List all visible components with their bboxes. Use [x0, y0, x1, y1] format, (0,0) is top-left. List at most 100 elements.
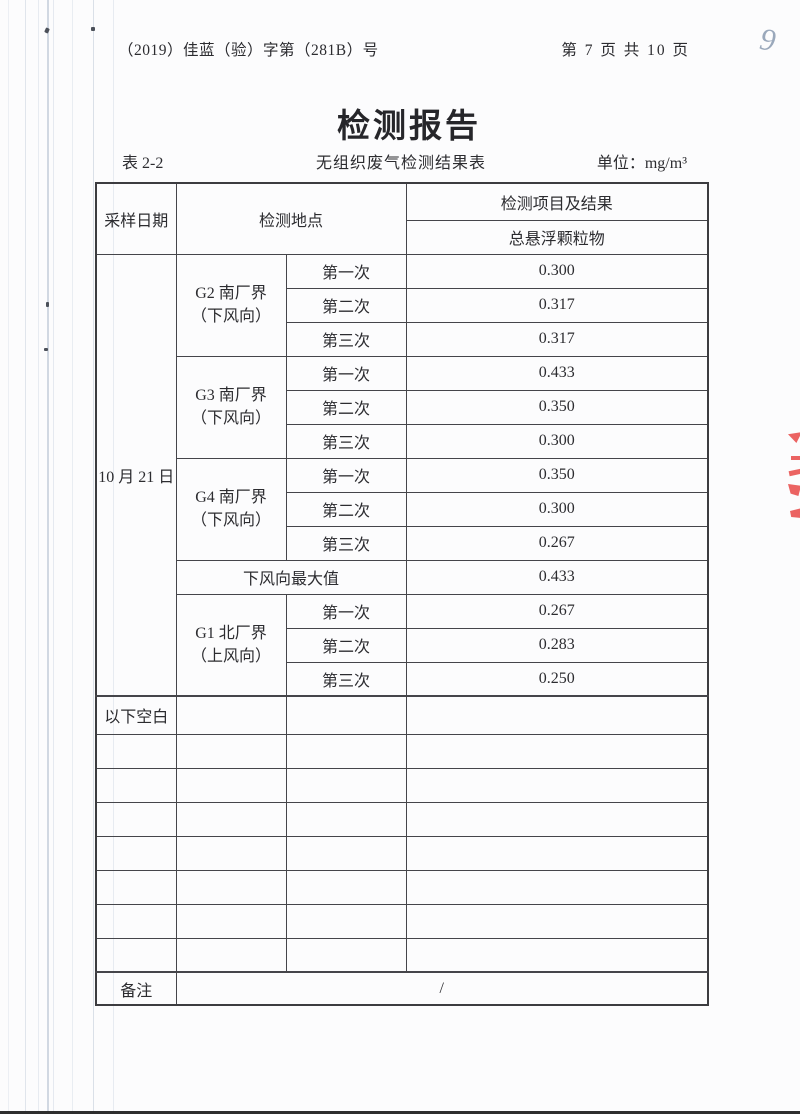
value-cell: 0.300	[405, 423, 709, 459]
value-cell: 0.317	[405, 321, 709, 357]
scan-speck	[44, 348, 48, 351]
scan-speck	[91, 27, 95, 31]
value-cell: 0.350	[405, 457, 709, 493]
empty-cell	[405, 695, 709, 735]
empty-cell	[175, 767, 287, 803]
unit-label: 单位：mg/m³	[596, 155, 687, 172]
max-label-cell: 下风向最大值	[175, 559, 407, 595]
stamp-mark	[788, 432, 800, 443]
handwritten-page-number: 9	[757, 21, 779, 59]
paper-edge-streak	[93, 0, 94, 1114]
empty-cell	[95, 869, 177, 905]
value-cell: 0.267	[405, 525, 709, 561]
table-title: 无组织废气检测结果表	[315, 155, 486, 172]
trial-cell: 第二次	[285, 627, 407, 663]
empty-row	[95, 937, 709, 973]
remark-row: 备注 /	[95, 971, 709, 1006]
empty-cell	[405, 767, 709, 803]
empty-cell	[175, 733, 287, 769]
empty-cell	[405, 937, 709, 973]
value-cell: 0.300	[405, 491, 709, 527]
scan-speck	[44, 27, 50, 34]
blank-label-cell: 以下空白	[95, 695, 177, 735]
results-table: 采样日期 检测地点 检测项目及结果 总悬浮颗粒物 10 月 21 日 G2 南厂…	[95, 182, 710, 1006]
header-sample-date: 采样日期	[95, 182, 177, 255]
empty-cell	[405, 903, 709, 939]
table-row: 10 月 21 日 G2 南厂界 （下风向） 第一次 0.300	[95, 253, 709, 697]
empty-row	[95, 767, 709, 803]
stamp-mark	[788, 484, 800, 496]
stamp-mark	[790, 508, 800, 518]
trial-cell: 第二次	[285, 491, 407, 527]
empty-row	[95, 801, 709, 837]
empty-cell	[405, 869, 709, 905]
value-cell: 0.350	[405, 389, 709, 425]
location-cell-g2: G2 南厂界 （下风向）	[175, 253, 287, 357]
table-row: G1 北厂界 （上风向） 第一次 0.267	[96, 593, 709, 697]
paper-edge-streak	[47, 0, 49, 1114]
table-caption: 表 2-2 无组织废气检测结果表 单位：mg/m³	[95, 149, 707, 173]
value-cell: 0.300	[405, 253, 709, 289]
paper-edge-streak	[25, 0, 26, 1114]
empty-cell	[285, 903, 407, 939]
empty-row	[95, 835, 709, 871]
value-cell: 0.433	[405, 355, 709, 391]
header-result-group: 检测项目及结果	[405, 182, 709, 221]
scan-bottom-edge	[0, 1111, 800, 1114]
trial-cell: 第一次	[285, 593, 407, 629]
table-row-blank-label: 以下空白	[95, 695, 709, 735]
trial-cell: 第一次	[285, 457, 407, 493]
empty-cell	[285, 937, 407, 973]
empty-row	[95, 903, 709, 939]
empty-cell	[95, 903, 177, 939]
trial-cell: 第三次	[285, 423, 407, 459]
red-stamp-fragment	[785, 430, 800, 534]
empty-cell	[175, 903, 287, 939]
trial-cell: 第一次	[285, 355, 407, 391]
empty-cell	[285, 835, 407, 871]
value-cell: 0.283	[405, 627, 709, 663]
value-cell: 0.250	[405, 661, 709, 697]
trial-cell: 第二次	[285, 287, 407, 323]
empty-row	[95, 869, 709, 905]
empty-cell	[95, 767, 177, 803]
paper-edge-streak	[38, 0, 39, 1114]
empty-cell	[175, 937, 287, 973]
sample-date-cell: 10 月 21 日	[95, 253, 177, 697]
location-cell-g1: G1 北厂界 （上风向）	[175, 593, 287, 697]
report-title: 检测报告	[337, 109, 481, 145]
stamp-mark	[788, 468, 800, 477]
trial-cell: 第三次	[285, 525, 407, 561]
header-parameter: 总悬浮颗粒物	[405, 219, 709, 255]
max-value-cell: 0.433	[405, 559, 709, 595]
value-cell: 0.267	[405, 593, 709, 629]
stamp-mark	[791, 456, 800, 460]
empty-cell	[285, 695, 407, 735]
document-number: （2019）佳蓝（验）字第（281B）号	[118, 42, 379, 59]
empty-row	[95, 733, 709, 769]
trial-cell: 第二次	[285, 389, 407, 425]
trial-cell: 第三次	[285, 321, 407, 357]
empty-cell	[285, 869, 407, 905]
table-row-max: 下风向最大值 0.433	[96, 559, 709, 595]
trial-cell: 第三次	[285, 661, 407, 697]
remark-value-cell: /	[175, 971, 709, 1006]
location-cell-g3: G3 南厂界 （下风向）	[175, 355, 287, 459]
table-row: 第二次 0.300	[96, 491, 709, 527]
empty-cell	[175, 695, 287, 735]
table-label: 表 2-2	[122, 155, 164, 172]
empty-cell	[405, 801, 709, 837]
empty-cell	[175, 801, 287, 837]
empty-cell	[175, 835, 287, 871]
table-row: 第三次 0.267	[96, 525, 709, 561]
empty-cell	[95, 733, 177, 769]
location-cell-g4: G4 南厂界 （下风向）	[175, 457, 287, 561]
header-location: 检测地点	[175, 182, 407, 255]
table-row: G4 南厂界 （下风向） 第一次 0.350	[96, 457, 709, 561]
value-cell: 0.317	[405, 287, 709, 323]
remark-label-cell: 备注	[95, 971, 177, 1006]
paper-edge-streak	[53, 0, 54, 1114]
empty-cell	[95, 937, 177, 973]
page-indicator: 第 7 页 共 10 页	[561, 42, 690, 59]
